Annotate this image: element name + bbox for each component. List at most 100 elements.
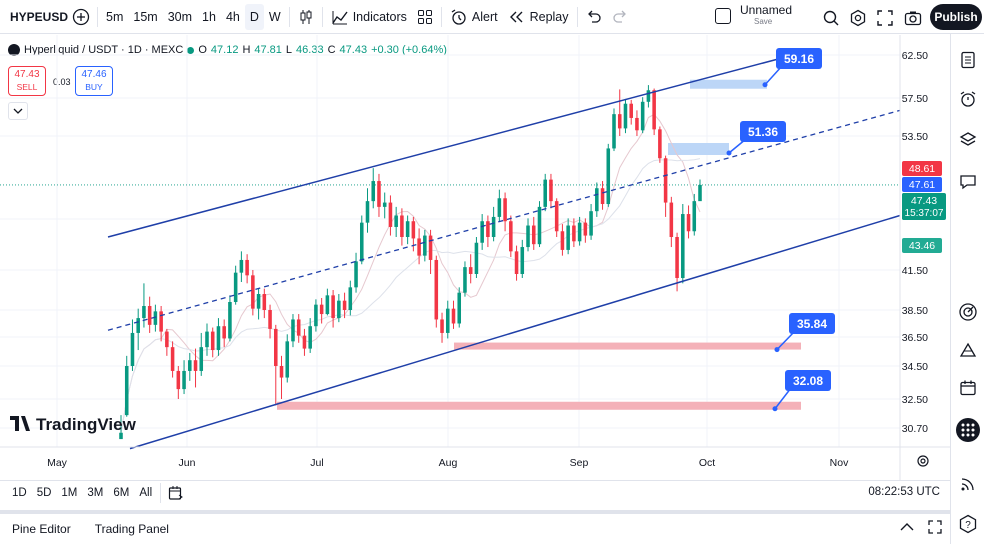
alert-button[interactable]: Alert	[445, 3, 503, 31]
timeframe-1h[interactable]: 1h	[202, 9, 216, 24]
tab-trading-panel[interactable]: Trading Panel	[94, 522, 169, 536]
candle-body	[308, 326, 312, 349]
help-button[interactable]: ?	[956, 512, 980, 536]
replay-button[interactable]: Replay	[503, 3, 574, 31]
legend-title[interactable]: Hyperliquid / USDT · 1D · MEXC	[24, 44, 184, 56]
candle-body	[635, 117, 639, 131]
candle	[153, 304, 158, 332]
time-axis[interactable]: May Jun Jul Aug Sep Oct Nov	[0, 35, 950, 480]
date-range-button[interactable]	[164, 485, 188, 501]
calendar-button[interactable]	[956, 376, 980, 400]
undo-button[interactable]	[581, 4, 607, 30]
candles-icon	[300, 9, 312, 24]
timeframe-w[interactable]: W	[268, 9, 281, 24]
candle	[554, 198, 559, 238]
apps-grid-icon	[961, 423, 975, 437]
mountain-icon	[959, 342, 977, 357]
callout-label: 35.84	[797, 317, 827, 331]
timeframe-4h[interactable]: 4h	[225, 9, 240, 24]
candle-body	[279, 366, 284, 378]
candle-body	[681, 214, 685, 278]
price-tick-label: 36.50	[902, 332, 928, 344]
indicators-icon	[332, 10, 348, 24]
candle-body	[170, 347, 175, 371]
layout-name-button[interactable]: Unnamed Save	[740, 4, 792, 28]
utc-clock[interactable]: 08:22:53 UTC	[868, 486, 940, 498]
symbol-name: HYPEUSD	[10, 9, 68, 24]
range-1m[interactable]: 1M	[61, 486, 78, 499]
price-tag-low-bg	[902, 238, 942, 253]
panel-collapse-button[interactable]	[900, 521, 914, 535]
price-axis[interactable]: 62.50 57.50 53.50 41.50 38.50 36.50 34.50 32.50…	[902, 50, 946, 435]
candle	[417, 228, 421, 265]
candle-body	[136, 318, 140, 333]
indicators-button[interactable]: Indicators	[326, 3, 412, 31]
broadcast-button[interactable]	[956, 472, 980, 496]
candle	[245, 254, 249, 284]
candle-body	[199, 347, 204, 371]
candle-body	[268, 310, 272, 329]
timeframe-30m[interactable]: 30m	[167, 9, 193, 24]
candle-body	[388, 202, 393, 227]
axis-settings-gear-icon[interactable]	[917, 455, 929, 467]
candle	[577, 216, 582, 246]
chat-icon	[960, 175, 976, 190]
watchlist-button[interactable]	[956, 48, 980, 72]
candle-body	[491, 216, 496, 238]
settings-button[interactable]	[845, 5, 871, 31]
channel-lower-line	[129, 214, 901, 450]
collapse-legend-button[interactable]	[8, 102, 28, 120]
candle-body	[617, 114, 622, 129]
maximize-icon	[928, 520, 942, 534]
quick-search-button[interactable]	[818, 5, 844, 31]
range-3m[interactable]: 3M	[87, 486, 104, 499]
candle-body	[119, 432, 123, 440]
timeframe-d[interactable]: D	[244, 3, 264, 30]
screener-button[interactable]	[956, 300, 980, 324]
symbol-search[interactable]: HYPEUSD	[0, 3, 68, 31]
candle-body	[468, 267, 473, 274]
snapshot-button[interactable]	[900, 5, 926, 31]
products-button[interactable]	[956, 418, 980, 442]
trading-ideas-button[interactable]	[956, 338, 980, 362]
layout-checkbox[interactable]	[715, 8, 731, 24]
chats-button[interactable]	[956, 170, 980, 194]
candle	[606, 143, 611, 207]
candle	[394, 206, 398, 238]
sell-button[interactable]: 47.43 SELL	[8, 66, 46, 96]
price-tick-label: 62.50	[902, 50, 928, 62]
timeframe-5m[interactable]: 5m	[106, 9, 124, 24]
price-tick-label: 34.50	[902, 361, 928, 373]
candle-body	[411, 221, 416, 239]
time-tick-label: Oct	[699, 457, 715, 469]
tradingview-watermark[interactable]: TradingView	[10, 415, 137, 434]
market-open-dot-icon	[187, 46, 195, 54]
candle	[526, 218, 530, 252]
price-chart[interactable]: 59.16 51.36 35.84 32.08 62.50 57.50 53.50 41.5…	[0, 35, 950, 480]
callouts: 59.16 51.36 35.84 32.08	[726, 48, 835, 412]
price-tag-high: 48.61	[902, 161, 942, 176]
object-tree-button[interactable]	[956, 128, 980, 152]
range-5d[interactable]: 5D	[36, 486, 52, 499]
candle-body	[371, 181, 376, 202]
compare-symbol-button[interactable]	[68, 4, 94, 30]
alerts-panel-button[interactable]	[956, 87, 980, 111]
candle	[359, 215, 364, 265]
publish-button[interactable]: Publish	[930, 4, 982, 30]
candle-body	[342, 300, 347, 310]
tab-pine-editor[interactable]: Pine Editor	[12, 522, 71, 536]
fullscreen-button[interactable]	[872, 5, 898, 31]
candle-body	[658, 129, 662, 159]
panel-maximize-button[interactable]	[928, 520, 942, 537]
range-all[interactable]: All	[139, 486, 153, 499]
chart-type-button[interactable]	[293, 4, 319, 30]
layouts-button[interactable]	[412, 4, 438, 30]
candle	[130, 319, 135, 371]
candle-body	[445, 308, 450, 333]
range-1d[interactable]: 1D	[12, 486, 27, 499]
range-6m[interactable]: 6M	[113, 486, 130, 499]
timeframe-15m[interactable]: 15m	[133, 9, 158, 24]
chevron-up-icon	[900, 523, 914, 531]
buy-button[interactable]: 47.46 BUY	[75, 66, 113, 96]
redo-button[interactable]	[607, 4, 633, 30]
